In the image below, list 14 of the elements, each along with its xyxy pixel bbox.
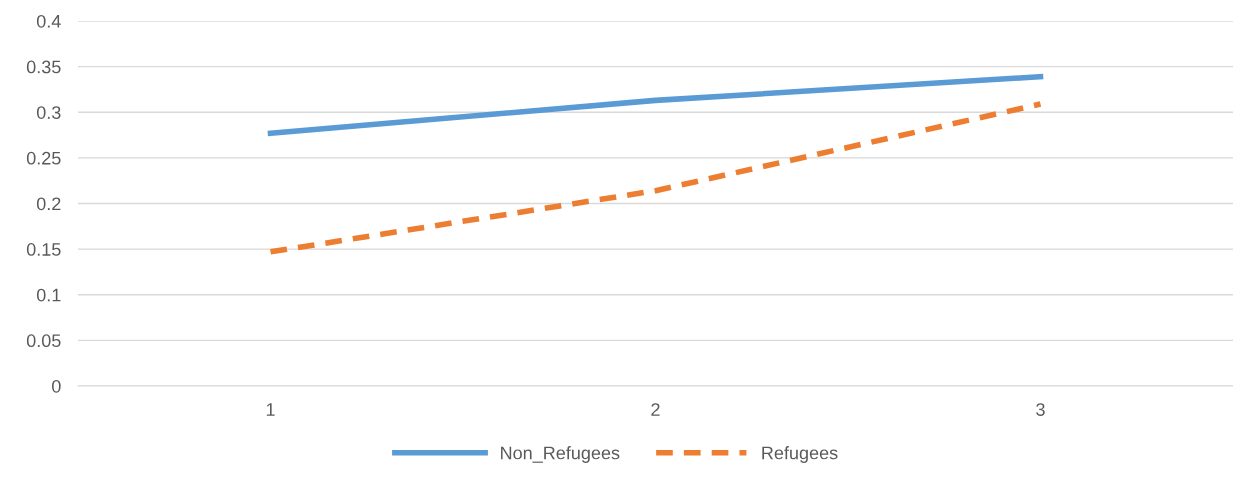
y-tick-label: 0.1 [36, 288, 61, 302]
y-tick-label: 0.35 [26, 60, 61, 74]
y-tick-label: 0.4 [36, 14, 61, 28]
legend-label: Refugees [762, 446, 838, 463]
x-tick-label: 1 [266, 403, 275, 416]
y-tick-label: 0.25 [26, 151, 61, 165]
y-tick-label: 0.2 [36, 197, 61, 211]
y-tick-label: 0.15 [26, 243, 61, 256]
y-tick-label: 0.3 [36, 106, 61, 119]
x-tick-label: 2 [651, 403, 660, 416]
y-tick-label: 0 [52, 379, 61, 393]
legend-label: Non_Refugees [501, 446, 620, 463]
y-tick-label: 0.05 [26, 334, 61, 348]
x-tick-label: 3 [1036, 403, 1045, 416]
